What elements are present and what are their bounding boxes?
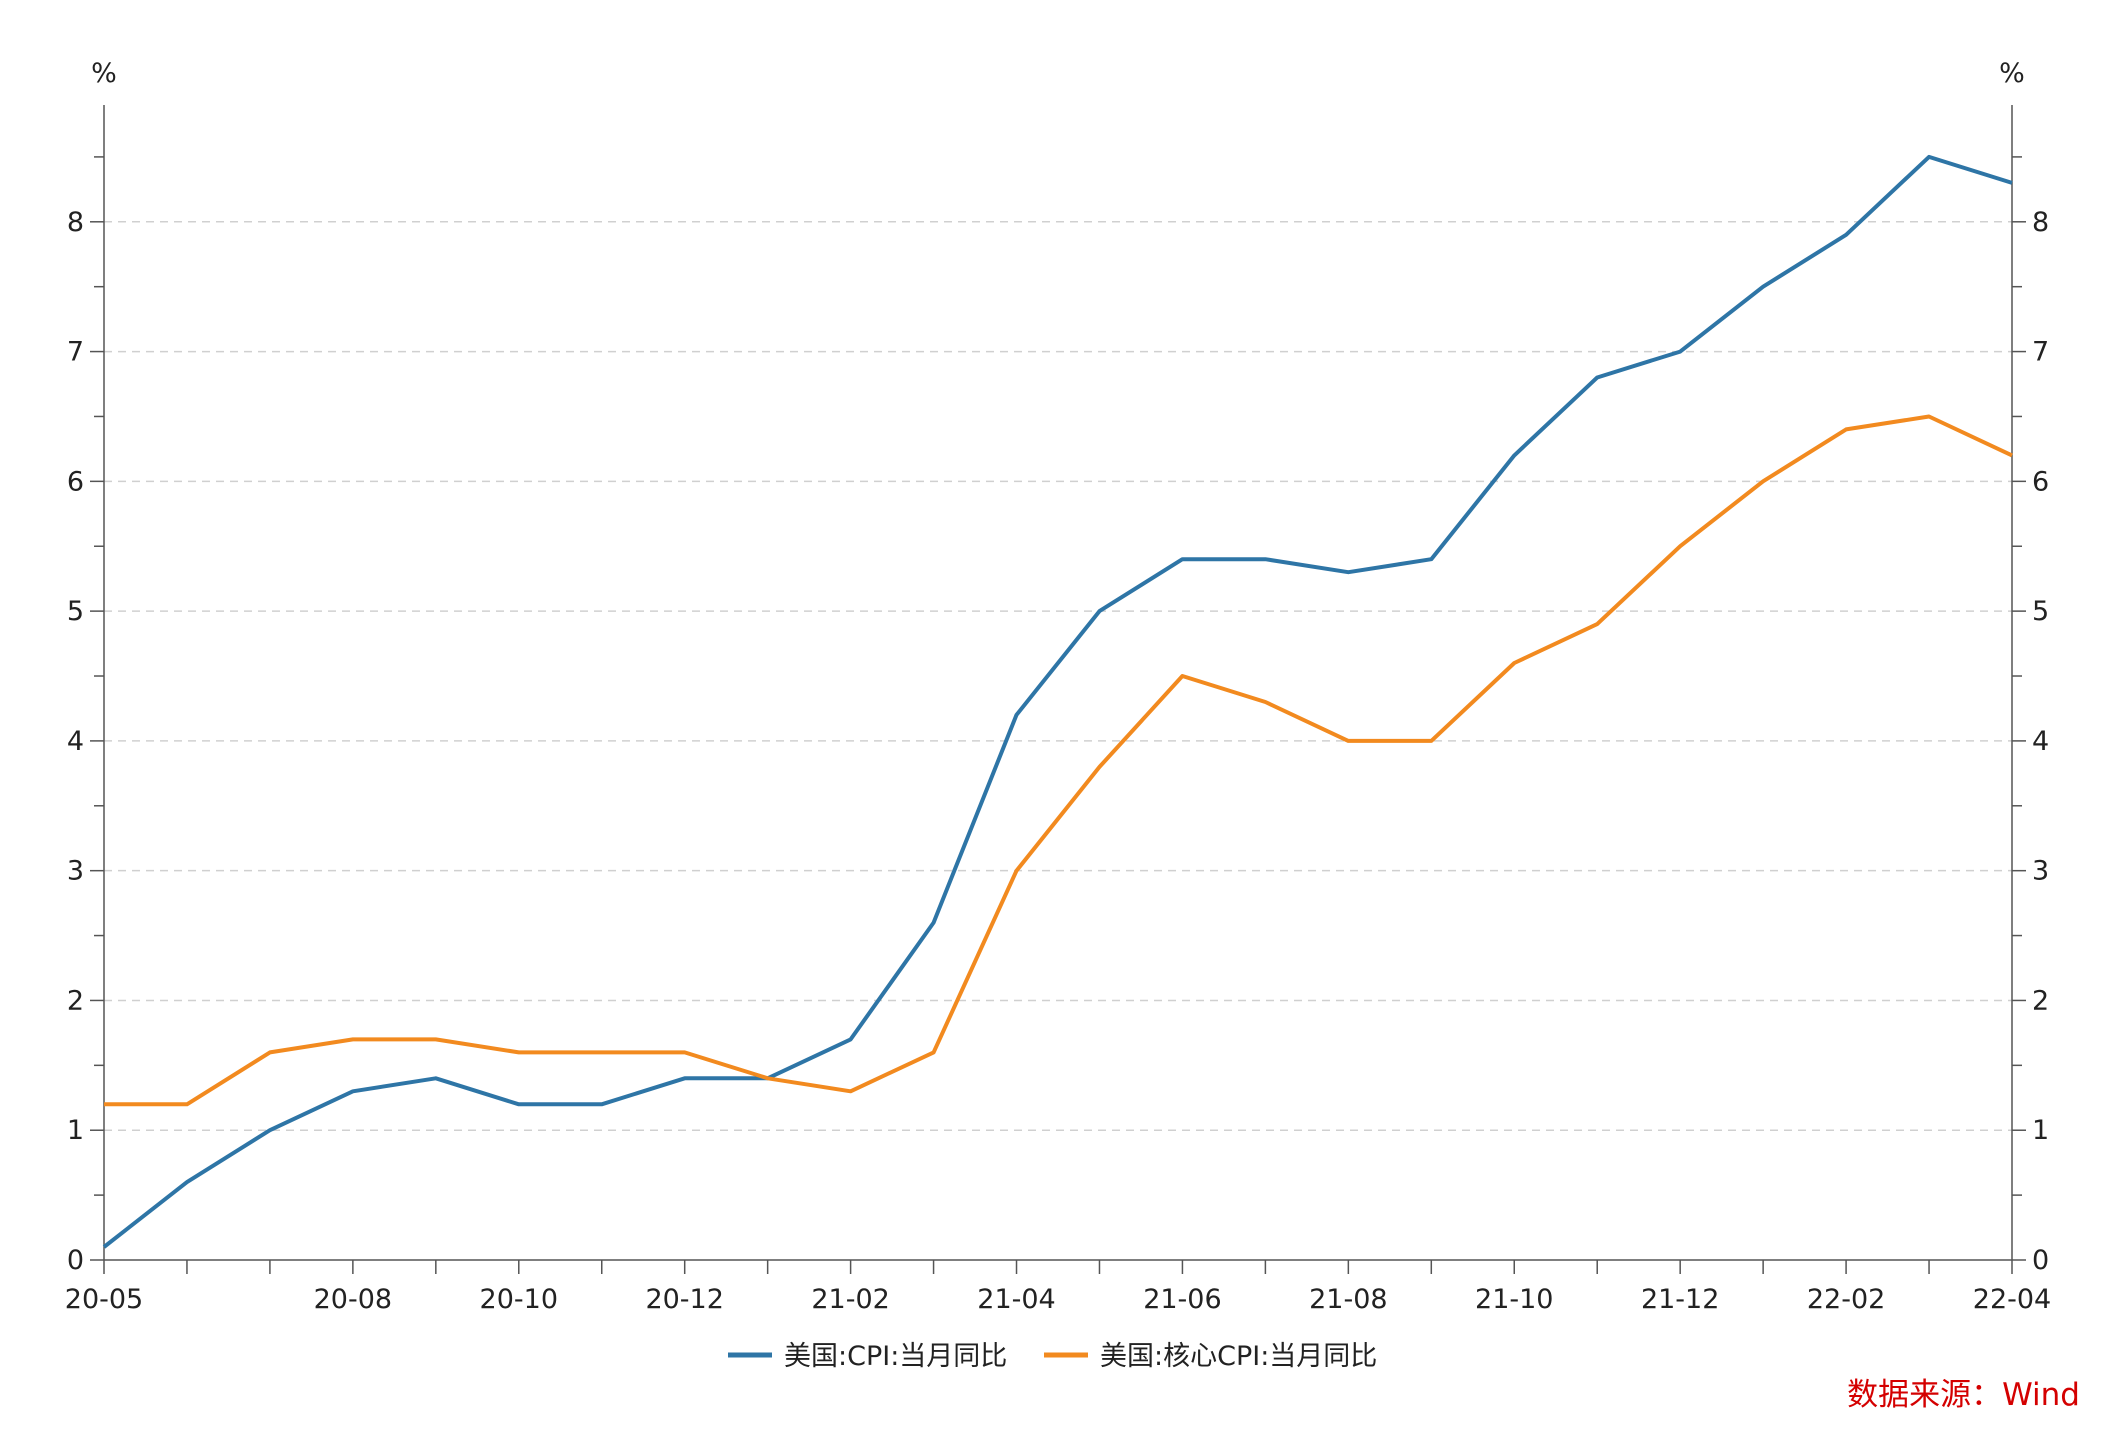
left-axis-unit: % [91, 58, 117, 89]
x-tick-label: 21-12 [1641, 1284, 1719, 1315]
right-y-tick-label: 5 [2032, 596, 2049, 627]
source-note: 数据来源：Wind [1847, 1377, 2080, 1413]
left-y-tick-label: 3 [67, 856, 84, 887]
right-y-tick-label: 3 [2032, 856, 2049, 887]
right-y-tick-label: 1 [2032, 1115, 2049, 1146]
left-y-tick-label: 1 [67, 1115, 84, 1146]
series-layer [104, 157, 2012, 1247]
x-tick-label: 22-04 [1973, 1284, 2051, 1315]
left-y-tick-label: 2 [67, 985, 84, 1016]
right-y-tick-label: 2 [2032, 985, 2049, 1016]
x-tick-label: 20-10 [480, 1284, 558, 1315]
x-tick-label: 21-10 [1475, 1284, 1553, 1315]
x-tick-label: 22-02 [1807, 1284, 1885, 1315]
x-tick-label: 21-04 [977, 1284, 1055, 1315]
x-tick-label: 21-06 [1143, 1284, 1221, 1315]
x-tick-label: 20-05 [65, 1284, 143, 1315]
series-line-0 [104, 157, 2012, 1247]
label-layer: % % 0 0 1 1 2 2 3 3 4 4 5 5 6 6 7 7 8 8 20-05 20-08 20-10 20-… [65, 58, 2051, 1315]
legend-label-core-cpi: 美国:核心CPI:当月同比 [1100, 1341, 1377, 1372]
left-y-tick-label: 5 [67, 596, 84, 627]
x-tick-label: 20-08 [314, 1284, 392, 1315]
legend-label-cpi: 美国:CPI:当月同比 [784, 1341, 1007, 1372]
axis-layer [90, 105, 2026, 1274]
left-y-tick-label: 0 [67, 1245, 84, 1276]
x-tick-label: 21-08 [1309, 1284, 1387, 1315]
right-y-tick-label: 0 [2032, 1245, 2049, 1276]
right-y-tick-label: 7 [2032, 337, 2049, 368]
right-y-tick-label: 8 [2032, 207, 2049, 238]
x-tick-label: 20-12 [645, 1284, 723, 1315]
left-y-tick-label: 8 [67, 207, 84, 238]
left-y-tick-label: 7 [67, 337, 84, 368]
left-y-tick-label: 4 [67, 726, 84, 757]
right-axis-unit: % [1999, 58, 2025, 89]
grid-layer [104, 222, 2012, 1130]
right-y-tick-label: 4 [2032, 726, 2049, 757]
left-y-tick-label: 6 [67, 466, 84, 497]
x-tick-label: 21-02 [811, 1284, 889, 1315]
right-y-tick-label: 6 [2032, 466, 2049, 497]
legend: 美国:CPI:当月同比 美国:核心CPI:当月同比 [728, 1341, 1377, 1372]
